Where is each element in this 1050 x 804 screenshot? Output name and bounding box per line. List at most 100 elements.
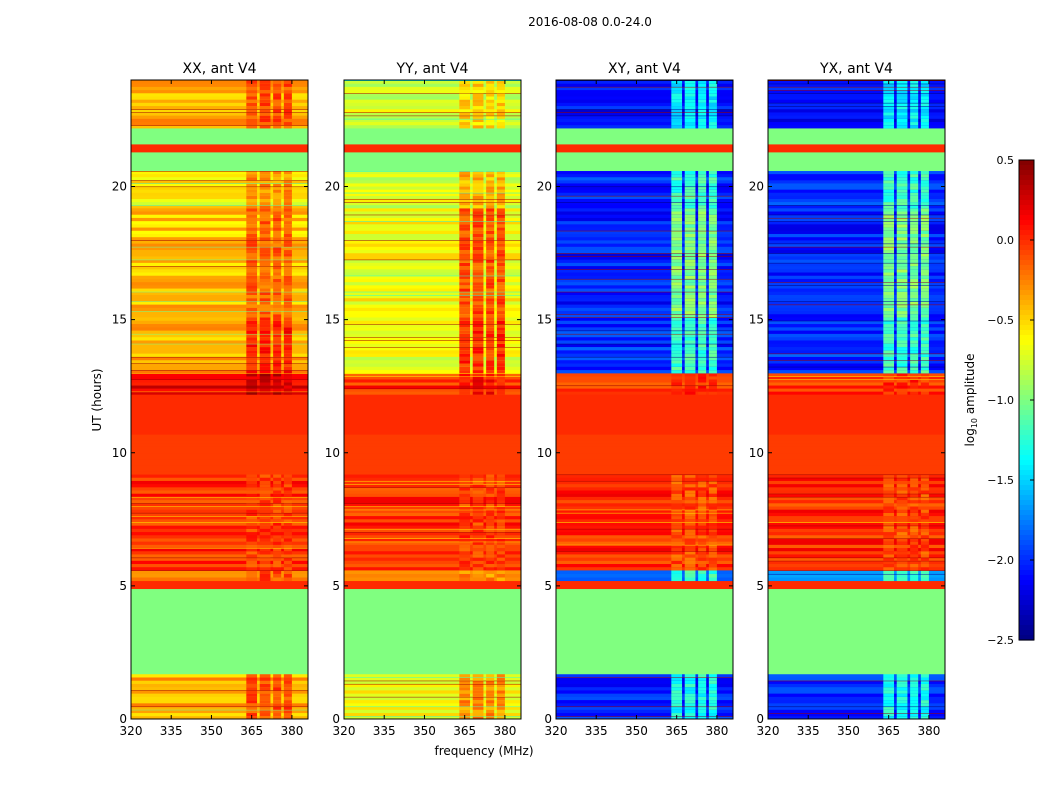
heatmap-cell	[283, 323, 292, 328]
heatmap-cell	[496, 330, 505, 334]
heatmap-cell	[883, 239, 895, 244]
heatmap-cell	[472, 541, 484, 545]
heatmap-cell	[259, 333, 271, 338]
heatmap-cell	[344, 506, 521, 510]
heatmap-cell	[671, 304, 683, 308]
heatmap-cell	[344, 346, 521, 351]
heatmap-cell	[768, 642, 945, 646]
colorbar-segment	[1019, 365, 1034, 371]
heatmap-cell	[556, 486, 733, 491]
heatmap-cell	[671, 223, 683, 228]
heatmap-cell	[920, 525, 929, 529]
heatmap-cell	[344, 89, 521, 94]
heatmap-cell	[920, 573, 929, 578]
heatmap-cell	[768, 182, 945, 187]
colorbar-segment	[1019, 310, 1034, 316]
heatmap-cell	[472, 537, 484, 542]
heatmap-cell	[259, 201, 271, 206]
heatmap-cell	[920, 320, 929, 325]
heatmap-cell	[472, 683, 484, 688]
colorbar-segment	[1019, 455, 1034, 461]
heatmap-cell	[671, 313, 683, 318]
heatmap-cell	[259, 124, 271, 129]
heatmap-cell	[768, 699, 945, 704]
heatmap-cell	[246, 366, 258, 371]
heatmap-cell	[472, 300, 484, 305]
heatmap-cell	[671, 179, 683, 184]
heatmap-cell	[556, 531, 733, 536]
heatmap-cell	[131, 223, 308, 228]
heatmap-cell	[671, 192, 683, 196]
heatmap-cell	[671, 291, 683, 295]
heatmap-cell	[259, 323, 271, 328]
heatmap-cell	[556, 134, 733, 139]
heatmap-cell	[920, 385, 929, 389]
heatmap-cell	[459, 86, 471, 91]
heatmap-cell	[883, 375, 895, 380]
heatmap-cell	[768, 83, 945, 87]
heatmap-cell	[472, 372, 484, 377]
heatmap-cell	[259, 89, 271, 94]
heatmap-cell	[259, 683, 271, 688]
heatmap-cell	[708, 92, 717, 97]
heatmap-cell	[768, 307, 945, 312]
heatmap-cell	[496, 573, 505, 578]
heatmap-cell	[344, 173, 521, 178]
heatmap-cell	[283, 531, 292, 536]
heatmap-cell	[131, 580, 308, 586]
heatmap-cell	[684, 512, 696, 517]
heatmap-cell	[283, 204, 292, 209]
heatmap-cell	[259, 95, 271, 100]
heatmap-cell	[344, 164, 521, 168]
heatmap-cell	[883, 243, 895, 247]
heatmap-cell	[768, 623, 945, 627]
heatmap-cell	[698, 249, 707, 254]
heatmap-cell	[472, 709, 484, 714]
heatmap-cell	[246, 388, 258, 392]
heatmap-cell	[768, 143, 945, 148]
heatmap-cell	[273, 89, 282, 94]
heatmap-cell	[344, 366, 521, 371]
x-tick-label: 380	[280, 724, 303, 738]
heatmap-cell	[768, 140, 945, 145]
heatmap-cell	[896, 220, 908, 225]
heatmap-cell	[910, 525, 919, 529]
heatmap-cell	[883, 346, 895, 351]
heatmap-cell	[556, 275, 733, 279]
heatmap-cell	[344, 610, 521, 615]
heatmap-cell	[459, 339, 471, 344]
heatmap-cell	[131, 346, 308, 351]
heatmap-cell	[472, 483, 484, 488]
heatmap-cell	[459, 320, 471, 325]
heatmap-cell	[344, 243, 521, 247]
heatmap-cell	[273, 689, 282, 694]
heatmap-cell	[684, 493, 696, 497]
heatmap-cell	[556, 696, 733, 701]
heatmap-cell	[344, 288, 521, 292]
heatmap-cell	[131, 577, 308, 582]
heatmap-cell	[459, 346, 471, 351]
heatmap-cell	[896, 204, 908, 209]
heatmap-cell	[283, 706, 292, 710]
heatmap-cell	[768, 537, 945, 542]
heatmap-cell	[283, 95, 292, 100]
y-tick-label: 5	[119, 579, 127, 593]
heatmap-cell	[883, 102, 895, 107]
heatmap-cell	[684, 95, 696, 100]
heatmap-cell	[131, 294, 308, 299]
heatmap-cell	[896, 499, 908, 504]
heatmap-cell	[910, 313, 919, 318]
heatmap-cell	[671, 553, 683, 558]
heatmap-cell	[273, 477, 282, 481]
heatmap-cell	[246, 493, 258, 497]
heatmap-cell	[344, 699, 521, 704]
panel-title: YX, ant V4	[819, 61, 893, 77]
heatmap-cell	[708, 105, 717, 110]
heatmap-cell	[556, 201, 733, 206]
heatmap-cell	[768, 676, 945, 681]
heatmap-cell	[768, 220, 945, 225]
heatmap-cell	[283, 124, 292, 129]
heatmap-cell	[556, 512, 733, 517]
heatmap-cell	[344, 294, 521, 299]
heatmap-cell	[459, 573, 471, 578]
